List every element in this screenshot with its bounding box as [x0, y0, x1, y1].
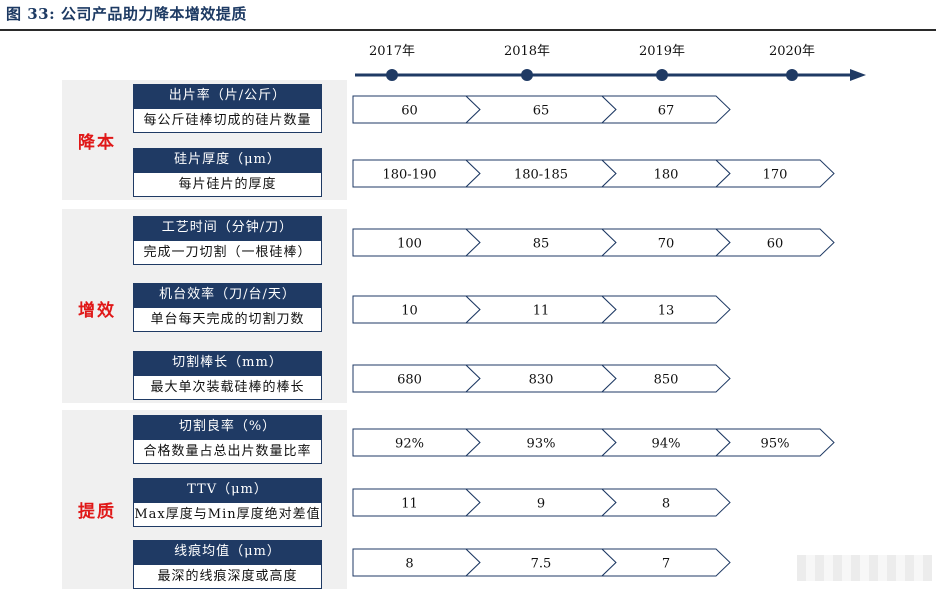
- year-label: 2017年: [369, 44, 415, 59]
- timeline-arrowhead: [850, 69, 866, 81]
- chevron-value: 65: [533, 104, 550, 119]
- metric-title: 出片率（片/公斤）: [133, 84, 322, 108]
- chevron-value: 92%: [395, 437, 424, 452]
- chevron-value: 830: [529, 373, 554, 388]
- year-label: 2020年: [769, 44, 815, 59]
- metric-description: 完成一刀切割（一根硅棒）: [133, 240, 322, 265]
- chevron-value: 94%: [652, 437, 681, 452]
- chevron-value: 10: [401, 304, 418, 319]
- title-divider: [0, 29, 936, 31]
- figure-title: 图 33: 公司产品助力降本增效提质: [6, 5, 247, 23]
- metric-title: 机台效率（刀/台/天）: [133, 283, 322, 307]
- chevron-value: 7: [662, 557, 670, 572]
- chevron-segment: [600, 488, 731, 517]
- chevron-value: 60: [401, 104, 418, 119]
- chevron-segment: [600, 364, 731, 393]
- chevron-value: 8: [662, 497, 670, 512]
- timeline-dot: [521, 69, 533, 81]
- group-label-efficiency: 增效: [78, 301, 116, 321]
- metric-description: 最大单次装载硅棒的棒长: [133, 375, 322, 400]
- chevron-value: 850: [654, 373, 679, 388]
- chevron-value: 70: [658, 237, 675, 252]
- chevron-value: 180-190: [382, 168, 436, 183]
- chevron-value: 8: [405, 557, 413, 572]
- chevron-segment: [600, 295, 731, 324]
- chevron-value: 67: [658, 104, 675, 119]
- metric-description: Max厚度与Min厚度绝对差值: [133, 502, 322, 527]
- metric-title: 切割棒长（mm）: [133, 351, 322, 375]
- chevron-segment: [600, 548, 731, 577]
- chevron-value: 100: [397, 237, 422, 252]
- chevron-value: 180: [654, 168, 679, 183]
- chevron-segment: [714, 159, 835, 188]
- chevron-value: 170: [763, 168, 788, 183]
- metric-title: TTV（μm）: [133, 478, 322, 502]
- metric-description: 单台每天完成的切割刀数: [133, 307, 322, 332]
- timeline-dot: [386, 69, 398, 81]
- chevron-value: 7.5: [531, 557, 552, 572]
- metric-title: 硅片厚度（μm）: [133, 148, 322, 172]
- chevron-segment: [352, 548, 481, 577]
- metric-description: 每公斤硅棒切成的硅片数量: [133, 108, 322, 133]
- chevron-value: 93%: [527, 437, 556, 452]
- chevron-segment: [714, 228, 835, 257]
- chevron-value: 11: [401, 497, 418, 512]
- chevron-value: 13: [658, 304, 675, 319]
- timeline-dot: [656, 69, 668, 81]
- timeline-dot: [786, 69, 798, 81]
- metric-title: 切割良率（%）: [133, 415, 322, 439]
- watermark: [797, 555, 932, 581]
- metric-description: 合格数量占总出片数量比率: [133, 439, 322, 464]
- year-label: 2018年: [504, 44, 550, 59]
- group-label-cost: 降本: [78, 133, 116, 153]
- group-label-quality: 提质: [78, 502, 116, 522]
- chevron-value: 180-185: [514, 168, 568, 183]
- metric-description: 每片硅片的厚度: [133, 172, 322, 197]
- chevron-value: 85: [533, 237, 550, 252]
- metric-description: 最深的线痕深度或高度: [133, 564, 322, 589]
- chevron-value: 680: [397, 373, 422, 388]
- chevron-value: 95%: [761, 437, 790, 452]
- chevron-segment: [714, 428, 835, 457]
- chevron-value: 11: [533, 304, 550, 319]
- chevron-segment: [600, 95, 731, 124]
- chevron-value: 60: [767, 237, 784, 252]
- metric-title: 工艺时间（分钟/刀）: [133, 216, 322, 240]
- chevron-value: 9: [537, 497, 545, 512]
- year-label: 2019年: [639, 44, 685, 59]
- metric-title: 线痕均值（μm）: [133, 540, 322, 564]
